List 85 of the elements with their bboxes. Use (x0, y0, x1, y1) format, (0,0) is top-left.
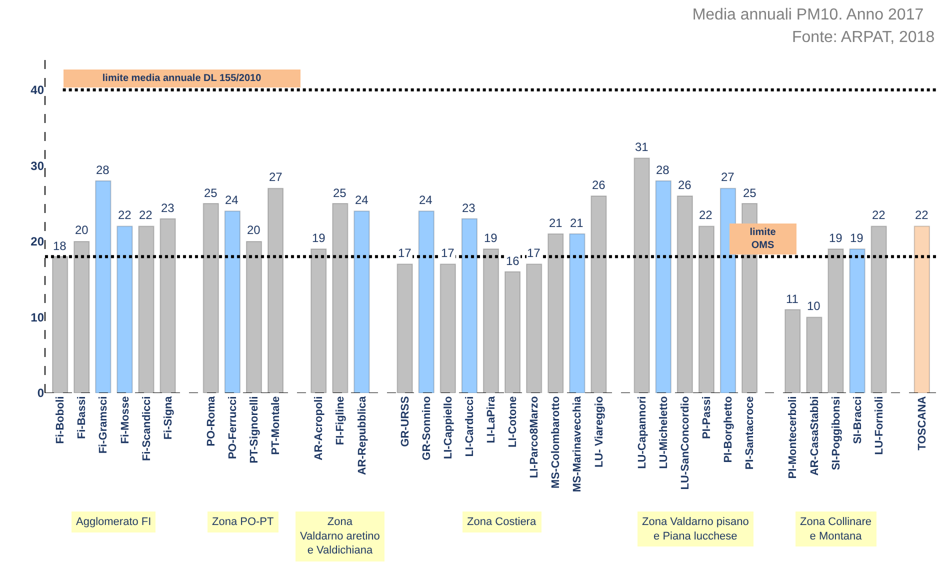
x-tick-label: LU-SanConcordio (679, 396, 692, 490)
x-tick-label: MS-Colombarotto (550, 396, 562, 488)
x-tick-label: PI-Borghetto (722, 396, 735, 463)
x-tick-label: Fi-Boboli (54, 396, 67, 444)
y-tick-label: 10 (30, 310, 44, 324)
data-label: 25 (743, 186, 757, 200)
x-tick-label: LI-LaPira (486, 395, 498, 444)
text: Zona PO-PT (212, 516, 274, 528)
data-label: 28 (656, 163, 670, 177)
data-label: 21 (570, 216, 584, 230)
data-label: 22 (699, 208, 713, 222)
data-label: 19 (829, 231, 843, 245)
x-tick-label: GR-Sonnino (420, 396, 433, 460)
x-tick-label: Fi-Bassi (76, 396, 88, 439)
x-tick-label: SI-Bracci (852, 396, 864, 444)
x-tick-label: LU-Fornioli (873, 396, 886, 455)
data-label: 16 (506, 254, 520, 268)
data-label: 25 (333, 186, 347, 200)
data-label: 20 (75, 223, 89, 237)
data-label: 28 (96, 163, 110, 177)
x-tick-label: AR-CasaStabbi (808, 396, 821, 476)
y-tick-label: 40 (30, 83, 44, 98)
x-tick-label: Fi-Mosse (119, 396, 132, 444)
x-tick-label: LU-Capannori (636, 396, 648, 469)
x-tick-label: PI-Montecerboli (787, 396, 800, 479)
data-label: 20 (247, 223, 261, 237)
ref-line-label: limite media annuale DL 155/2010 (102, 73, 262, 84)
x-tick-label: LU- Viareggio (593, 396, 606, 468)
data-label: 19 (850, 231, 864, 245)
data-label: 19 (484, 231, 498, 245)
x-tick-label: SI-Poggibonsi (830, 396, 842, 470)
y-tick-label: 20 (30, 234, 44, 249)
data-label: 27 (721, 170, 735, 184)
data-label: 23 (462, 201, 476, 215)
text: Zona Collinare e Montana (800, 516, 872, 542)
data-label: 22 (872, 208, 886, 222)
x-tick-label: AR-Acropoli (313, 396, 326, 460)
data-label: 23 (161, 201, 175, 215)
text: Zona Valdarno pisano e Piana lucchese (642, 516, 749, 542)
x-tick-label: GR-URSS (399, 396, 412, 447)
data-label: 25 (204, 186, 218, 200)
x-tick-label: PT-Montale (270, 396, 282, 455)
data-label: 17 (527, 246, 541, 260)
x-tick-label: FI-Figline (334, 396, 347, 446)
text: Agglomerato FI (76, 516, 152, 528)
data-label: 19 (312, 231, 326, 245)
data-label: 24 (419, 193, 433, 207)
chart-title: Media annuali PM10. Anno 2017 (692, 6, 924, 24)
x-tick-label: PO-Roma (205, 395, 218, 446)
y-tick-label: 0 (37, 386, 44, 400)
x-tick-label: Fi-Scandicci (140, 396, 153, 461)
data-label: 17 (398, 246, 412, 260)
data-label: 22 (118, 208, 132, 222)
data-label: 31 (635, 140, 649, 154)
x-tick-label: PI-Santacroce (744, 396, 756, 470)
ref-line-label: limite OMS (750, 227, 776, 251)
data-label: 10 (807, 299, 821, 313)
data-label: 27 (269, 170, 283, 184)
source-note: Fonte: ARPAT, 2018 (792, 29, 935, 46)
x-tick-label: LU-Micheletto (658, 396, 670, 469)
data-label: 22 (139, 208, 153, 222)
data-label: 18 (53, 239, 67, 253)
x-tick-label: MS-Marinavecchia (572, 395, 584, 492)
data-label: 26 (678, 178, 692, 192)
x-tick-label: LI-Cotone (507, 396, 520, 448)
x-tick-label: PO-Ferrucci (227, 396, 240, 460)
x-tick-label: LI-Cappiello (442, 396, 454, 460)
x-tick-label: Fi-Gramsci (98, 396, 110, 454)
x-tick-label: LI-Parco8Marzo (528, 396, 541, 478)
data-label: 26 (592, 178, 606, 192)
text: Zona Valdarno aretino e Valdichiana (300, 516, 380, 557)
data-label: 21 (549, 216, 563, 230)
data-label: 17 (441, 246, 455, 260)
data-label: 11 (786, 292, 799, 306)
x-tick-label: Fi-Signa (162, 395, 174, 440)
x-tick-label: TOSCANA (916, 396, 928, 450)
data-label: 24 (355, 193, 369, 207)
x-tick-label: AR-Repubblica (356, 395, 368, 476)
x-tick-label: PT-Signorelli (248, 396, 261, 464)
text: Zona Costiera (467, 516, 537, 528)
data-label: 24 (225, 193, 239, 207)
y-tick-label: 30 (30, 158, 44, 173)
data-label: 22 (915, 208, 929, 222)
x-tick-label: PI-Passi (701, 396, 714, 440)
x-tick-label: LI-Carducci (464, 396, 476, 457)
